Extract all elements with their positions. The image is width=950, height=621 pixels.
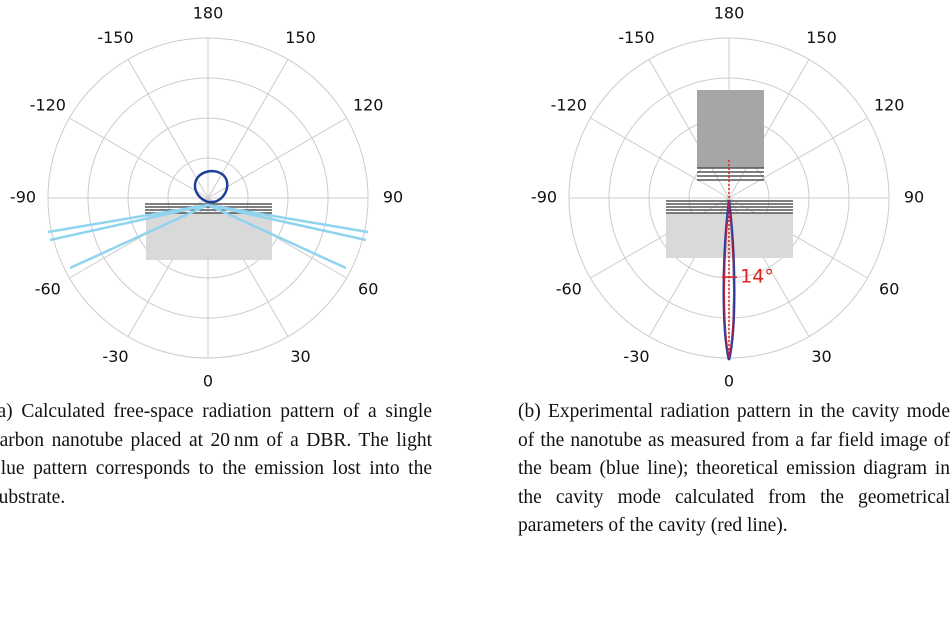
- figure-panels: 180 150 120 90 60 30 0 -30 -60 -90 -120 -150 180 150…: [10, 4, 924, 391]
- substrate-emission: [207, 203, 369, 234]
- angle-label: -30: [102, 347, 128, 366]
- substrate-emission: [47, 203, 209, 234]
- top-mirror: [697, 90, 764, 168]
- grid-spoke: [207, 59, 289, 199]
- angle-label: -90: [10, 188, 36, 207]
- angle-label: 90: [383, 188, 403, 207]
- angle-label: 150: [806, 28, 837, 47]
- angle-label: 180: [193, 4, 224, 23]
- angle-label: 60: [879, 280, 899, 299]
- grid-spoke: [728, 197, 868, 279]
- substrate: [666, 213, 793, 258]
- polar-plot-a: 180 150 120 90 60 30 0 -30 -60 -90 -120 -150: [10, 4, 403, 391]
- substrate-emission: [207, 203, 367, 242]
- angle-label: 150: [285, 28, 316, 47]
- angle-label: -120: [551, 96, 587, 115]
- angle-label: 90: [904, 188, 924, 207]
- substrate-emission: [49, 203, 209, 242]
- grid-spoke: [127, 59, 209, 199]
- grid-spoke: [207, 117, 347, 199]
- angle-label: 120: [353, 96, 384, 115]
- theory-lobe: [724, 199, 734, 359]
- grid-spoke: [590, 197, 730, 279]
- angle-label: 0: [724, 372, 734, 391]
- angle-label: -150: [618, 28, 654, 47]
- polar-grid: [47, 37, 369, 359]
- angle-label: 60: [358, 280, 378, 299]
- radiation-lobe: [193, 169, 229, 204]
- grid-spoke: [590, 117, 730, 199]
- substrate-emission: [207, 203, 347, 270]
- caption-b: (b) Experimental radiation pattern in th…: [518, 401, 950, 536]
- substrate: [146, 213, 272, 260]
- caption-a: (a) Calculated free-space radiation patt…: [0, 401, 432, 508]
- width-annotation: 14°: [740, 266, 774, 288]
- angle-label: -60: [35, 280, 61, 299]
- angle-label: -90: [531, 188, 557, 207]
- polar-plot-b: 180 150 120 90 60 30 0 -30 -60 -90 -120 -150 14°: [531, 4, 924, 391]
- angle-label: -120: [30, 96, 66, 115]
- angle-label: -150: [97, 28, 133, 47]
- grid-spoke: [728, 117, 868, 199]
- angle-label: -30: [623, 347, 649, 366]
- substrate-emission: [69, 203, 209, 270]
- grid-spoke: [69, 117, 209, 199]
- angle-label: 120: [874, 96, 905, 115]
- grid-spoke: [728, 59, 810, 199]
- cavity-lobe: [722, 199, 736, 361]
- grid-spoke: [648, 59, 730, 199]
- angle-label: 30: [290, 347, 310, 366]
- angle-label: 30: [811, 347, 831, 366]
- angle-label: 0: [203, 372, 213, 391]
- angle-label: -60: [556, 280, 582, 299]
- angle-label: 180: [714, 4, 745, 23]
